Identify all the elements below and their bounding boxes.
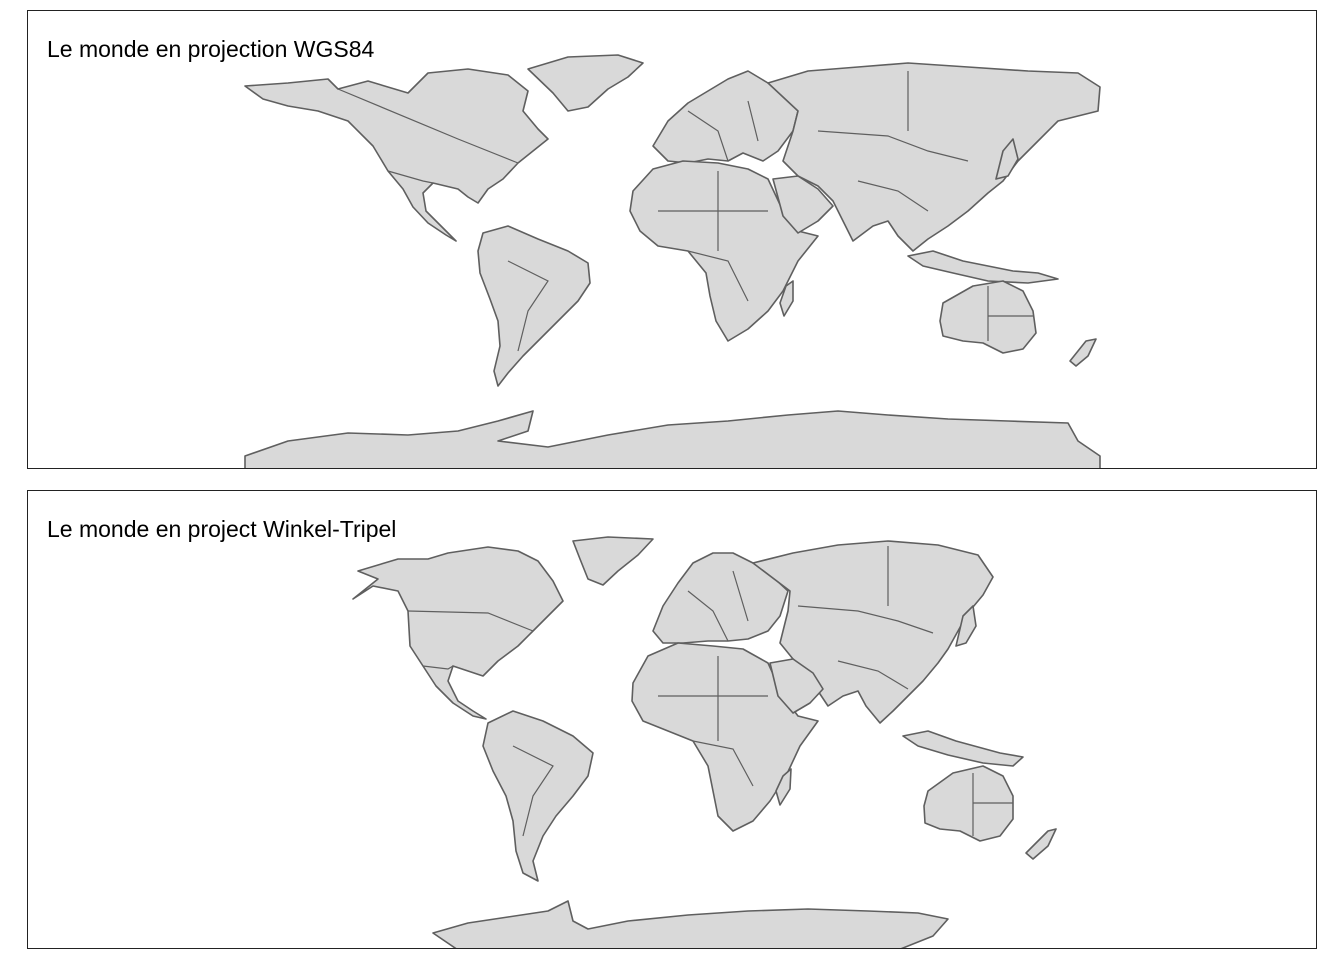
south-america	[477, 225, 591, 387]
border-south-america	[512, 745, 554, 837]
border-africa	[658, 171, 768, 302]
indonesia	[907, 250, 1059, 284]
border-africa	[658, 656, 768, 787]
north-america	[352, 546, 564, 720]
border-us-mexico	[422, 665, 454, 670]
map-panel-wgs84: Le monde en projection WGS84	[27, 10, 1317, 469]
map-panel-winkel-tripel: Le monde en project Winkel-Tripel	[27, 490, 1317, 949]
border-europe	[687, 570, 749, 642]
world-map-wgs84	[244, 54, 1101, 468]
north-america	[244, 68, 549, 242]
japan	[955, 605, 977, 647]
border-us-canada	[407, 610, 534, 632]
border-australia	[972, 773, 1013, 836]
arabian-peninsula	[772, 175, 834, 234]
madagascar	[779, 280, 794, 317]
australia	[923, 765, 1014, 842]
country-borders-wgs84	[337, 71, 1033, 352]
africa	[629, 160, 819, 342]
country-borders-winkel-tripel	[407, 546, 1013, 837]
arabian-peninsula	[769, 658, 824, 714]
panel-title-winkel-tripel: Le monde en project Winkel-Tripel	[47, 516, 397, 542]
panel-title-wgs84: Le monde en projection WGS84	[47, 36, 375, 62]
antarctica	[432, 900, 949, 948]
madagascar	[775, 768, 792, 806]
antarctica	[244, 410, 1101, 468]
border-asia	[797, 546, 934, 690]
border-us-mexico	[387, 170, 434, 184]
border-asia	[817, 71, 969, 212]
new-zealand	[1025, 828, 1057, 860]
indonesia	[902, 730, 1024, 767]
greenland	[572, 536, 654, 586]
europe	[652, 552, 789, 644]
asia	[767, 62, 1101, 252]
south-america	[482, 710, 594, 882]
landmasses-wgs84	[244, 54, 1101, 468]
greenland	[527, 54, 644, 112]
new-zealand	[1069, 338, 1097, 367]
world-map-winkel-tripel	[352, 536, 1057, 948]
japan	[995, 138, 1019, 180]
border-us-canada	[337, 88, 519, 164]
border-south-america	[507, 260, 549, 352]
border-europe	[687, 100, 759, 162]
border-australia	[987, 286, 1033, 341]
landmasses-winkel-tripel	[352, 536, 1057, 948]
